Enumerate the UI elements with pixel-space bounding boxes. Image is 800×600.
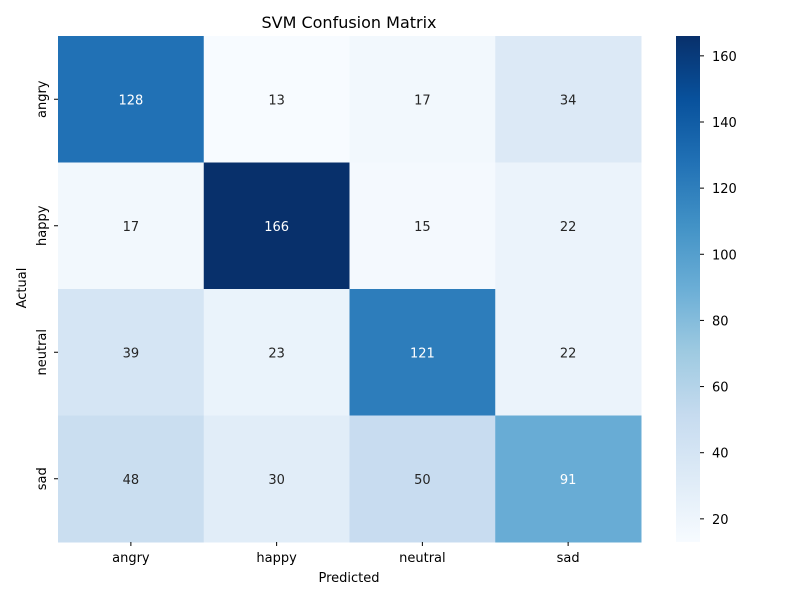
colorbar bbox=[676, 36, 700, 542]
heatmap-cell bbox=[203, 415, 350, 543]
heatmap-cell bbox=[203, 36, 350, 163]
y-axis-label: Actual bbox=[15, 268, 30, 309]
heatmap-cell bbox=[349, 415, 496, 543]
heatmap-cell bbox=[495, 36, 642, 163]
colorbar-tick-label: 60 bbox=[712, 381, 729, 396]
cell-value-label: 121 bbox=[410, 346, 435, 361]
heatmap-grid: 128 13 17 34 17 166 15 22 39 23 121 22 48 30 50 91 bbox=[58, 36, 642, 543]
x-axis-label: Predicted bbox=[318, 571, 379, 586]
colorbar-tick-label: 140 bbox=[712, 116, 737, 131]
cell-value-label: 39 bbox=[123, 346, 140, 361]
heatmap-cell bbox=[203, 289, 350, 416]
cell-value-label: 48 bbox=[123, 473, 140, 488]
cell-value-label: 91 bbox=[560, 473, 577, 488]
cell-value-label: 166 bbox=[264, 220, 289, 235]
heatmap-cell bbox=[349, 162, 496, 290]
colorbar-tick-label: 160 bbox=[712, 50, 737, 65]
heatmap-cell bbox=[349, 289, 496, 416]
x-axis-ticks: angry happy neutral sad bbox=[112, 542, 580, 566]
cell-value-label: 128 bbox=[118, 93, 143, 108]
x-tick-label: neutral bbox=[399, 551, 446, 566]
colorbar-tick-label: 40 bbox=[712, 447, 729, 462]
colorbar-tick-label: 80 bbox=[712, 314, 729, 329]
heatmap-cell bbox=[58, 162, 205, 290]
y-tick-label: angry bbox=[35, 80, 50, 118]
heatmap-cell bbox=[58, 289, 205, 416]
cell-value-label: 23 bbox=[268, 346, 285, 361]
y-tick-label: sad bbox=[35, 467, 50, 490]
cell-value-label: 17 bbox=[123, 220, 140, 235]
cell-value-label: 17 bbox=[414, 93, 431, 108]
colorbar-tick-label: 120 bbox=[712, 182, 737, 197]
colorbar-tick-label: 20 bbox=[712, 513, 729, 528]
heatmap-cell bbox=[495, 162, 642, 290]
cell-value-label: 22 bbox=[560, 346, 577, 361]
heatmap-cell bbox=[58, 36, 205, 163]
heatmap-cell bbox=[58, 415, 205, 543]
heatmap-cell bbox=[349, 36, 496, 163]
chart-title: SVM Confusion Matrix bbox=[261, 13, 436, 32]
y-tick-label: neutral bbox=[35, 329, 50, 376]
cell-value-label: 34 bbox=[560, 93, 577, 108]
y-axis-ticks: angry happy neutral sad bbox=[35, 80, 58, 490]
y-tick-label: happy bbox=[35, 205, 50, 246]
x-tick-label: sad bbox=[557, 551, 580, 566]
cell-value-label: 30 bbox=[268, 473, 285, 488]
x-tick-label: angry bbox=[112, 551, 150, 566]
cell-value-label: 50 bbox=[414, 473, 431, 488]
heatmap-cell bbox=[495, 289, 642, 416]
colorbar-tick-label: 100 bbox=[712, 248, 737, 263]
x-tick-label: happy bbox=[256, 551, 297, 566]
heatmap-cell bbox=[495, 415, 642, 543]
colorbar-ticks: 20 40 60 80 100 120 140 160 bbox=[700, 50, 737, 528]
heatmap-cell bbox=[203, 162, 350, 290]
cell-value-label: 13 bbox=[268, 93, 285, 108]
cell-value-label: 15 bbox=[414, 220, 431, 235]
cell-value-label: 22 bbox=[560, 220, 577, 235]
